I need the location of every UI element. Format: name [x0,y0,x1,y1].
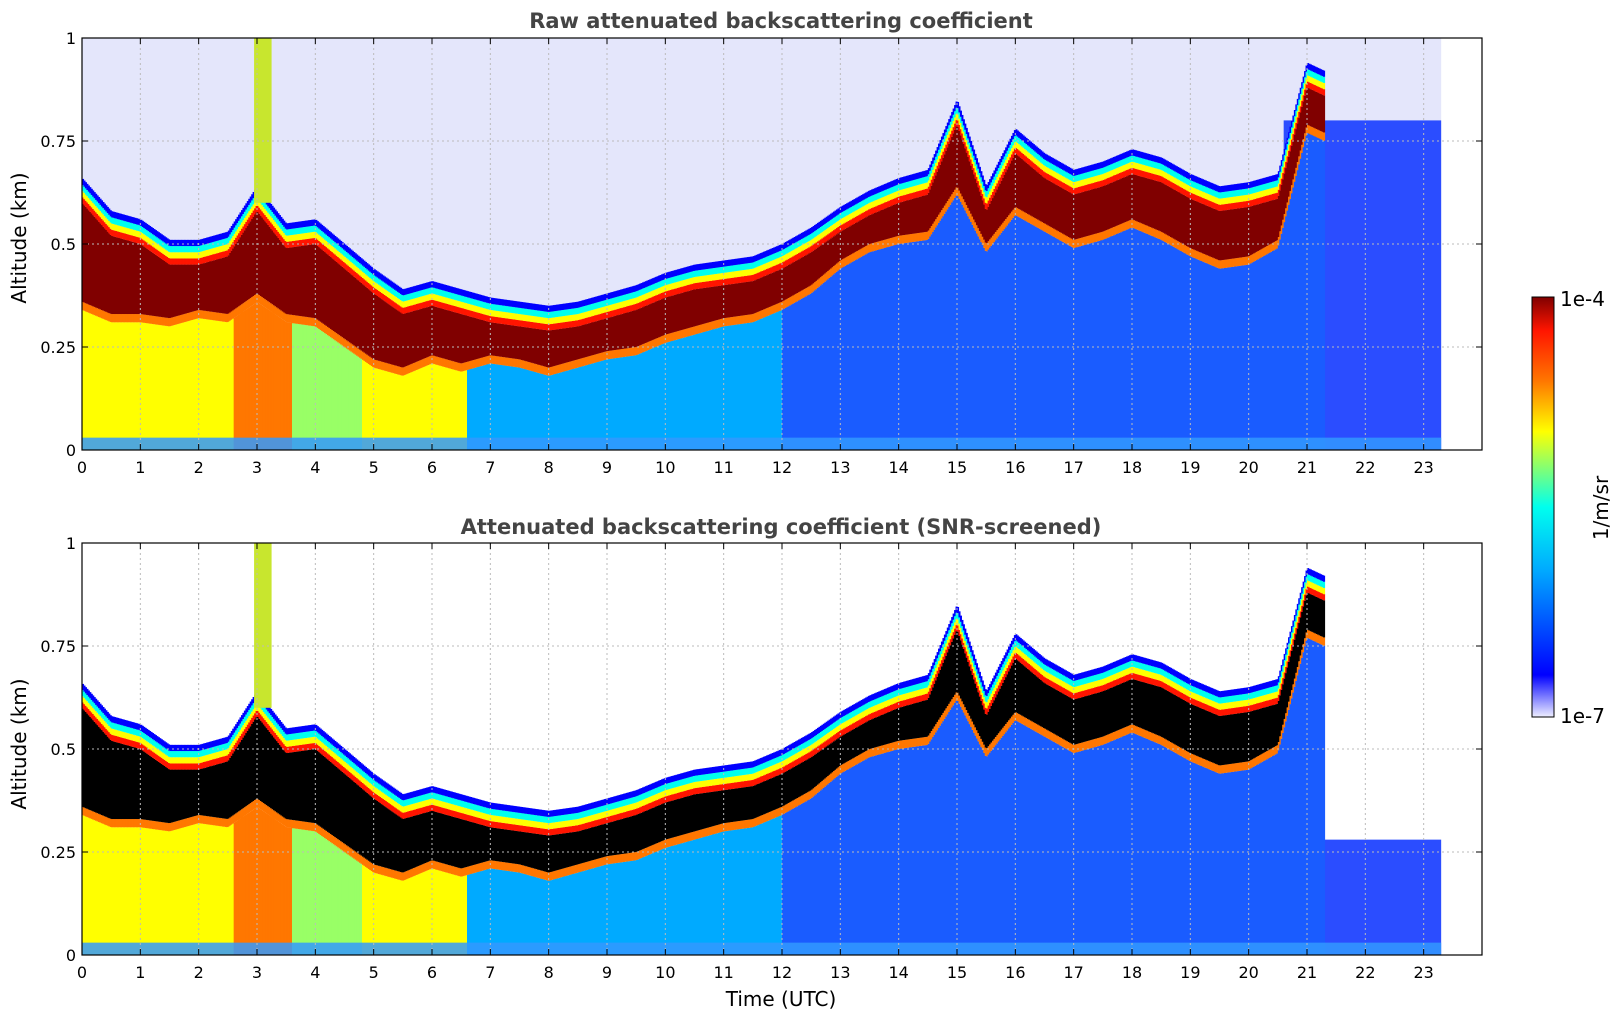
panel-2-x-tick-label: 4 [310,963,320,982]
panel-1-y-tick-label: 0.5 [51,235,76,254]
colorbar-min-label: 1e-7 [1560,704,1605,728]
raw-backscatter-panel: Raw attenuated backscattering coefficien… [7,9,1483,477]
panel-1-title: Raw attenuated backscattering coefficien… [529,9,1033,33]
raw-backscatter-heatmap: 0 1 2 3 4 5 6 7 8 9 10 11 12 13 14 15 16 17 18 19 20 21 22 2300… [40,29,1483,477]
panel-2-y-tick-label: 0 [66,946,76,965]
panel-2-x-tick-label: 22 [1355,963,1375,982]
colorbar-unit-label: 1/m/sr [1589,475,1613,540]
panel-1-x-tick-label: 15 [947,458,967,477]
panel-2-y-tick-label: 0.75 [40,637,76,656]
panel-2-x-tick-label: 19 [1180,963,1200,982]
panel-2-x-tick-label: 18 [1122,963,1142,982]
panel-2-x-tick-label: 11 [713,963,733,982]
panel-2-x-tick-label: 15 [947,963,967,982]
panel-2-x-tick-label: 13 [830,963,850,982]
panel-1-x-tick-label: 20 [1238,458,1258,477]
panel-1-x-tick-label: 1 [135,458,145,477]
panel-1-x-tick-label: 19 [1180,458,1200,477]
panel-2-x-tick-label: 21 [1297,963,1317,982]
panel-1-y-axis-label: Altitude (km) [7,172,31,303]
panel-2-x-tick-label: 2 [194,963,204,982]
panel-2-y-axis-label: Altitude (km) [7,678,31,809]
panel-1-x-tick-label: 11 [713,458,733,477]
colorbar: 1e-4 1e-7 1/m/sr [1531,287,1613,728]
x-axis-label: Time (UTC) [725,987,837,1011]
panel-2-y-tick-label: 0.5 [51,740,76,759]
panel-2-x-tick-label: 1 [135,963,145,982]
panel-1-x-tick-label: 6 [427,458,437,477]
panel-2-x-tick-label: 9 [602,963,612,982]
panel-2-x-tick-label: 0 [77,963,87,982]
panel-2-x-tick-label: 16 [1005,963,1025,982]
panel-1-x-tick-label: 22 [1355,458,1375,477]
panel-1-x-tick-label: 17 [1063,458,1083,477]
panel-2-x-tick-label: 14 [888,963,908,982]
panel-1-x-tick-label: 0 [77,458,87,477]
panel-1-y-tick-label: 0.75 [40,132,76,151]
panel-1-y-tick-label: 0.25 [40,338,76,357]
panel-1-x-tick-label: 4 [310,458,320,477]
panel-1-x-tick-label: 14 [888,458,908,477]
screened-backscatter-heatmap: 0 1 2 3 4 5 6 7 8 9 10 11 12 13 14 15 16 17 18 19 20 21 22 2300… [40,534,1483,982]
panel-1-x-tick-label: 7 [485,458,495,477]
panel-1-x-tick-label: 10 [655,458,675,477]
screened-backscatter-panel: Attenuated backscattering coefficient (S… [7,515,1483,1011]
panel-1-x-tick-label: 16 [1005,458,1025,477]
panel-1-x-tick-label: 8 [544,458,554,477]
panel-1-x-tick-label: 3 [252,458,262,477]
panel-2-x-tick-label: 20 [1238,963,1258,982]
panel-1-y-tick-label: 0 [66,441,76,460]
panel-2-x-tick-label: 10 [655,963,675,982]
panel-1-x-tick-label: 9 [602,458,612,477]
panel-2-x-tick-label: 7 [485,963,495,982]
panel-1-x-tick-label: 2 [194,458,204,477]
panel-1-x-tick-label: 18 [1122,458,1142,477]
panel-2-x-tick-label: 23 [1413,963,1433,982]
colorbar-gradient [1531,296,1555,718]
panel-2-x-tick-label: 17 [1063,963,1083,982]
panel-2-title: Attenuated backscattering coefficient (S… [461,515,1102,539]
panel-2-y-tick-label: 0.25 [40,843,76,862]
panel-1-x-tick-label: 12 [772,458,792,477]
panel-2-x-tick-label: 12 [772,963,792,982]
panel-1-x-tick-label: 13 [830,458,850,477]
panel-2-x-tick-label: 6 [427,963,437,982]
panel-2-x-tick-label: 5 [369,963,379,982]
colorbar-max-label: 1e-4 [1560,287,1605,311]
panel-2-x-tick-label: 3 [252,963,262,982]
panel-1-y-tick-label: 1 [66,29,76,48]
panel-1-x-tick-label: 21 [1297,458,1317,477]
panel-1-x-tick-label: 23 [1413,458,1433,477]
panel-2-y-tick-label: 1 [66,534,76,553]
panel-1-x-tick-label: 5 [369,458,379,477]
panel-2-x-tick-label: 8 [544,963,554,982]
